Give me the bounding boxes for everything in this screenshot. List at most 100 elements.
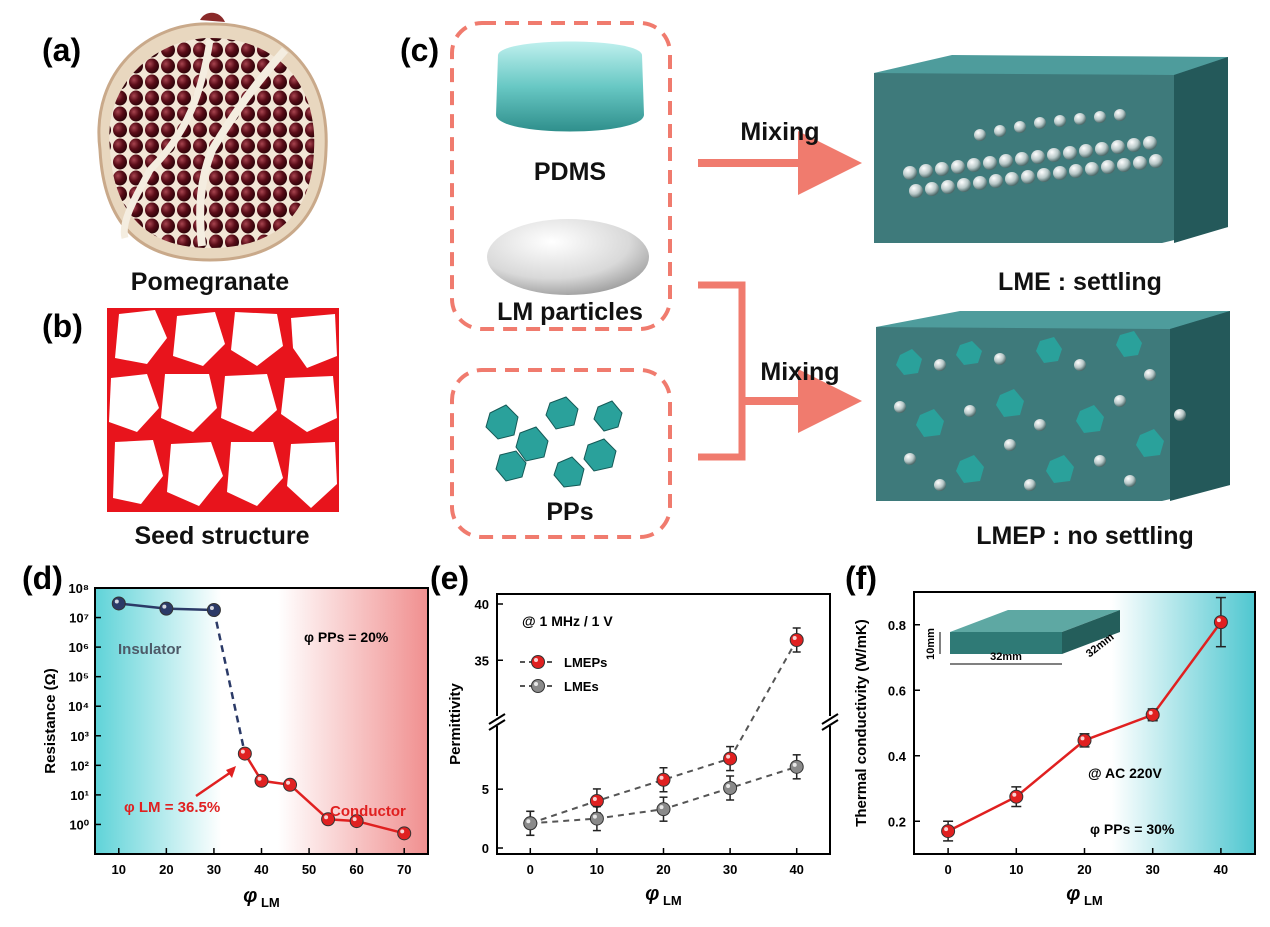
chart-e-point-hl	[792, 762, 797, 767]
chart-e-xtick-label: 0	[527, 862, 534, 877]
chart-d-point-hl	[400, 829, 405, 834]
chart-d-point-hl	[240, 749, 245, 754]
chart-d-series-line	[212, 609, 247, 754]
chart-d-ylabel: Resistance (Ω)	[42, 668, 59, 773]
chart-e-point	[523, 816, 538, 831]
chart-f-ytick-label: 0.6	[888, 683, 906, 698]
chart-e-point	[723, 781, 738, 795]
chart-d-ytick-label: 10⁸	[68, 581, 89, 596]
chart-f-xtick-label: 10	[1009, 862, 1023, 877]
pps-shapes	[485, 396, 623, 488]
chart-f-point	[1077, 733, 1092, 748]
chart-e-legend-label: LMEPs	[564, 655, 607, 670]
chart-f-ylabel: Thermal conductivity (W/mK)	[853, 619, 870, 827]
chart-d-xtick-label: 50	[302, 862, 316, 877]
chart-d-xtick-label: 70	[397, 862, 411, 877]
panel-c-letter: (c)	[400, 32, 440, 68]
panel-a-letter: (a)	[42, 32, 82, 68]
material-label-pdms: PDMS	[533, 158, 607, 186]
chart-e-xtick-label: 10	[590, 862, 604, 877]
chart-d-point-hl	[114, 599, 119, 604]
chart-d-arrowhead	[226, 766, 236, 778]
pdms-shape	[496, 41, 644, 132]
chart-d-point-hl	[324, 815, 329, 820]
chart-d-xtick-label: 20	[159, 862, 173, 877]
chart-f-point	[1213, 615, 1228, 630]
chart-e-point-hl	[726, 754, 731, 759]
chart-e-point	[723, 751, 738, 766]
chart-f-xtick-label: 0	[944, 862, 951, 877]
chart-f-point	[1009, 789, 1024, 804]
panel-b-caption: Seed structure	[134, 522, 310, 550]
chart-e-annotation: @ 1 MHz / 1 V	[522, 613, 613, 629]
chart-e-point-hl	[659, 775, 664, 780]
chart-d-ytick-label: 10³	[70, 729, 89, 744]
chart-e-ytick-label: 0	[482, 841, 489, 856]
chart-f-xtick-label: 20	[1077, 862, 1091, 877]
chart-f: 0.2 0.4 0.6 0.8 0 10 20 30 40 Thermal conductivit…	[853, 591, 1256, 908]
chart-f-point-hl	[1216, 618, 1221, 623]
chart-d-background	[95, 588, 428, 854]
chart-f-point	[941, 824, 956, 839]
schematic-diagram	[450, 21, 1230, 539]
chart-d-point-hl	[257, 776, 262, 781]
materials-box-bottom	[450, 368, 672, 539]
lme-box	[874, 55, 1228, 243]
chart-f-inset-dim-w-label: 32mm	[990, 651, 1022, 663]
chart-d-ytick-label: 10⁷	[69, 611, 89, 626]
chart-f-point-hl	[944, 827, 949, 832]
chart-e-break-right-a	[821, 713, 839, 725]
chart-e-ytick-label: 5	[482, 782, 489, 797]
chart-e-point-hl	[726, 784, 731, 788]
chart-d-ytick-label: 10¹	[70, 788, 89, 803]
chart-e-ytick-label: 35	[475, 653, 489, 668]
chart-d-phi-pps-label: φ PPs = 20%	[304, 629, 389, 645]
chart-d-phi-lm-label: φ LM = 36.5%	[124, 799, 220, 816]
chart-d-point	[397, 826, 412, 841]
chart-d-ytick-label: 10²	[70, 758, 89, 773]
chart-e-point-hl	[659, 805, 664, 810]
chart-d-insulator-label: Insulator	[118, 641, 182, 658]
chart-e-point-hl	[592, 796, 597, 801]
chart-e-break-right-b	[821, 719, 839, 731]
result-label-lme: LME : settling	[998, 268, 1162, 296]
chart-e-point	[789, 759, 804, 774]
materials-box-top	[450, 21, 672, 331]
chart-d-xtick-label: 30	[207, 862, 221, 877]
chart-e-point	[589, 793, 604, 808]
chart-f-ytick-label: 0.4	[888, 749, 907, 764]
chart-f-inset-top	[950, 610, 1120, 632]
chart-d-xtick-label: 40	[254, 862, 268, 877]
material-label-lm: LM particles	[497, 298, 643, 326]
chart-e-point	[589, 811, 604, 826]
panel-f-letter: (f)	[845, 560, 877, 596]
panel-d-letter: (d)	[22, 560, 63, 596]
chart-e-series-line	[529, 639, 798, 825]
chart-f-inset-side	[1062, 610, 1120, 654]
chart-f-point-hl	[1012, 792, 1017, 797]
chart-e-break-left-b	[488, 719, 506, 731]
lmep-box	[876, 311, 1230, 501]
chart-f-phi-pps-label: φ PPs = 30%	[1090, 821, 1175, 837]
chart-d-point	[237, 746, 252, 761]
chart-f-ytick-label: 0.8	[888, 618, 906, 633]
chart-f-xlabel: φ LM	[1066, 883, 1102, 908]
chart-e-legend-marker	[531, 679, 545, 693]
chart-f-inset-dim-h-label: 10mm	[925, 628, 937, 660]
chart-d-xlabel: φ LM	[243, 885, 279, 910]
chart-f-xtick-label: 30	[1145, 862, 1159, 877]
chart-f-point	[1145, 707, 1160, 722]
chart-e-legend-marker-hl	[534, 682, 538, 686]
chart-d-point	[159, 601, 174, 616]
lm-particle-shape	[487, 219, 649, 295]
panel-b-letter: (b)	[42, 308, 83, 344]
mixing-label-top: Mixing	[740, 118, 820, 146]
seed-structure-image	[107, 308, 339, 512]
chart-d-conductor-label: Conductor	[330, 803, 406, 820]
chart-e-legend-marker	[531, 655, 545, 669]
chart-d-point	[283, 777, 298, 792]
chart-e-legend-marker-hl	[534, 658, 538, 662]
chart-e-xtick-label: 40	[789, 862, 803, 877]
chart-d-point	[254, 773, 269, 788]
result-label-lmep: LMEP : no settling	[976, 522, 1194, 550]
